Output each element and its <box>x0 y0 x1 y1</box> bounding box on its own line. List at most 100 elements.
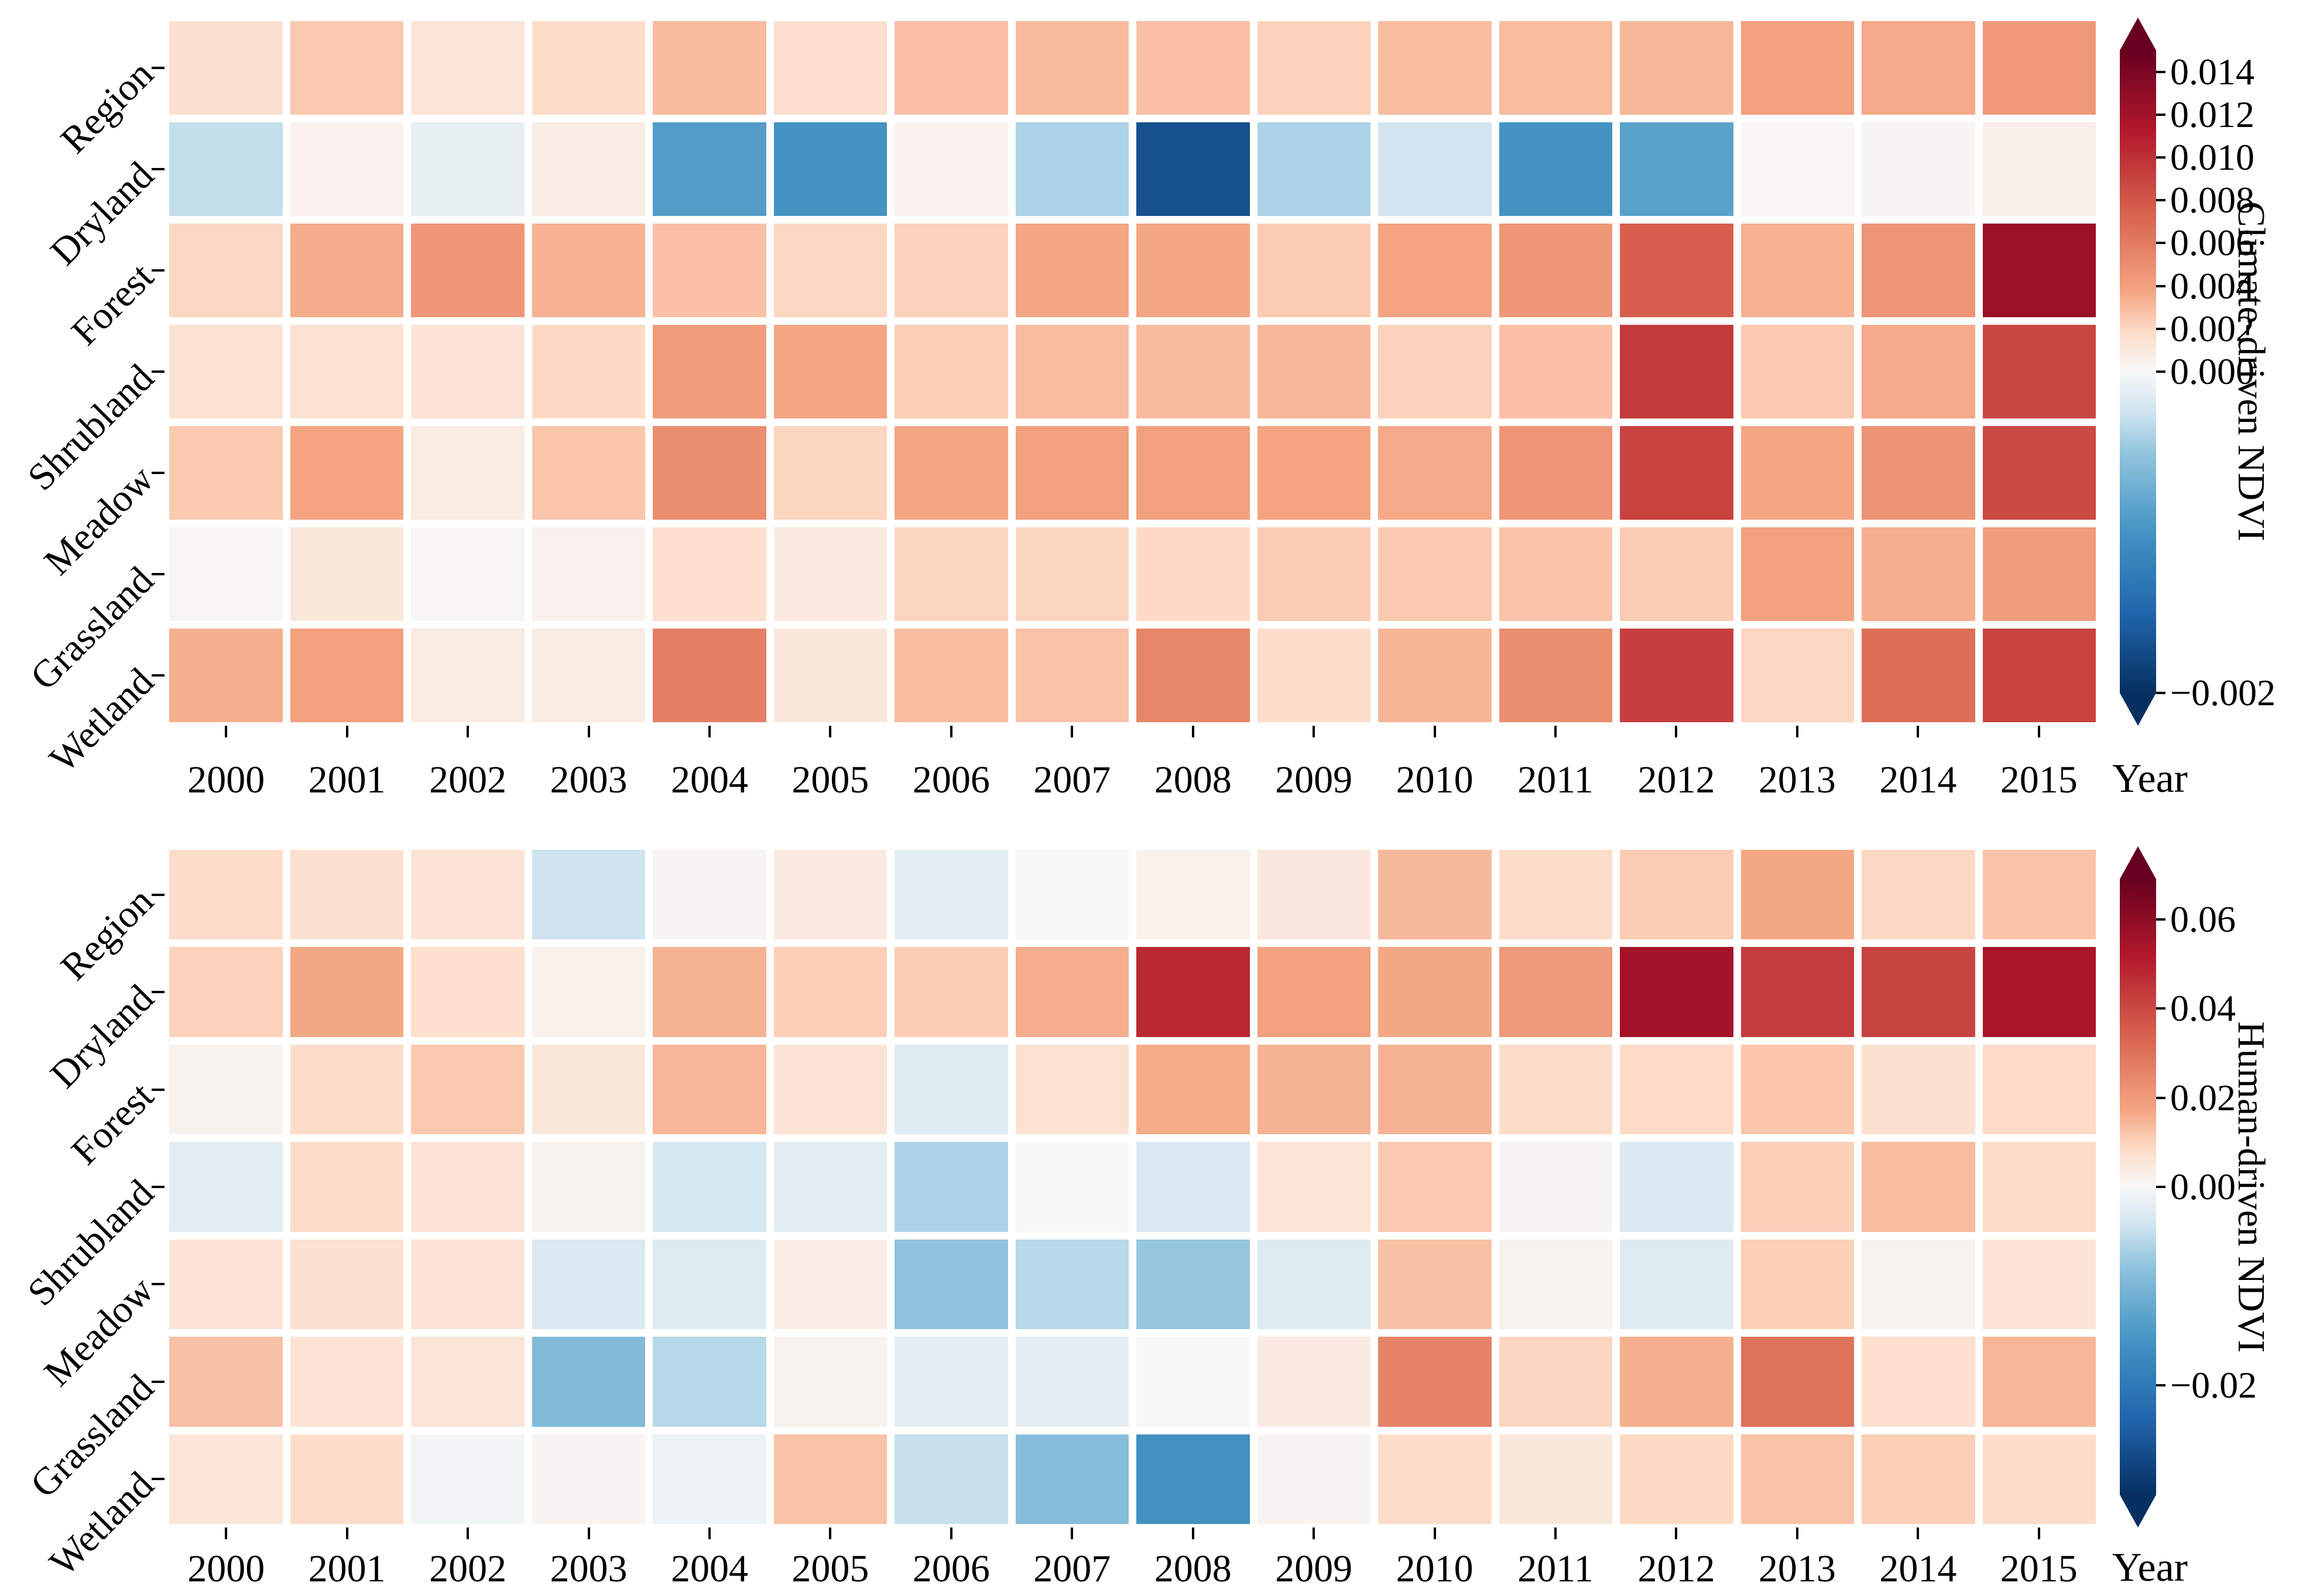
x-tick <box>1795 726 1798 737</box>
heatmap-cell <box>169 21 283 115</box>
heatmap-cell <box>411 1434 525 1524</box>
x-tick-label: 2014 <box>1879 758 1957 801</box>
heatmap-cell <box>290 426 403 520</box>
x-tick <box>467 726 470 737</box>
heatmap-cell <box>895 1044 1008 1135</box>
heatmap-cell <box>1620 850 1733 940</box>
heatmap-cell <box>1620 224 1733 317</box>
x-tick-label: 2010 <box>1396 1547 1474 1590</box>
heatmap-cell <box>169 224 283 317</box>
heatmap-cell <box>1136 629 1250 722</box>
heatmap-cell <box>290 629 403 722</box>
x-tick <box>1917 1528 1920 1539</box>
heatmap-cell <box>1378 850 1492 940</box>
x-tick-label: 2004 <box>670 758 748 801</box>
colorbar-tick-label: 0.010 <box>2170 136 2254 178</box>
heatmap-cell <box>1862 1337 1975 1427</box>
colorbar-tick-label: 0.02 <box>2170 1076 2236 1118</box>
heatmap-cell <box>532 325 645 418</box>
x-tick <box>587 1528 590 1539</box>
x-tick <box>1795 1528 1798 1539</box>
heatmap-cell <box>1740 1044 1854 1135</box>
heatmap-cell <box>1620 21 1733 115</box>
heatmap-cell <box>1620 527 1733 621</box>
colorbar-tick <box>2156 70 2165 73</box>
heatmap-cell <box>411 527 525 621</box>
x-tick-label: 2013 <box>1758 758 1836 801</box>
heatmap-cell <box>411 21 525 115</box>
x-tick-label: 2011 <box>1517 1547 1594 1590</box>
heatmap-cell <box>773 426 887 520</box>
x-tick-label: 2002 <box>429 1547 507 1590</box>
heatmap-cell <box>290 1239 403 1330</box>
x-tick <box>225 1528 228 1539</box>
heatmap-cell <box>169 1239 283 1330</box>
colorbar-tick <box>2156 1186 2165 1188</box>
heatmap-cell <box>1740 1239 1854 1330</box>
heatmap-cell <box>1015 527 1129 621</box>
y-tick <box>152 168 165 171</box>
heatmap-cell <box>1257 850 1370 940</box>
heatmap-cell <box>1862 1142 1975 1232</box>
heatmap-cell <box>169 1044 283 1135</box>
heatmap-cell <box>1862 224 1975 317</box>
heatmap-cell <box>411 1239 525 1330</box>
colorbar-tick <box>2156 113 2165 116</box>
heatmap-cell <box>1620 1044 1733 1135</box>
y-tick <box>152 1088 165 1091</box>
heatmap-cell <box>653 21 766 115</box>
heatmap-cell <box>1136 1044 1250 1135</box>
x-tick <box>1071 1528 1074 1539</box>
heatmap-cell <box>411 850 525 940</box>
heatmap-cell <box>653 1142 766 1232</box>
heatmap-cell <box>1862 850 1975 940</box>
heatmap-cell <box>653 1044 766 1135</box>
heatmap-cell <box>1378 1239 1492 1330</box>
heatmap-cell <box>1740 325 1854 418</box>
colorbar-arrow-up-icon <box>2120 846 2156 879</box>
heatmap-cell <box>1257 21 1370 115</box>
heatmap-cell <box>773 1434 887 1524</box>
heatmap-cell <box>1982 947 2096 1037</box>
x-tick <box>2037 1528 2040 1539</box>
colorbar-gradient <box>2120 50 2156 693</box>
colorbar-tick <box>2156 370 2165 373</box>
heatmap-cell <box>1499 21 1612 115</box>
heatmap-cell <box>1740 527 1854 621</box>
x-tick-label: 2009 <box>1275 1547 1353 1590</box>
heatmap-cell <box>895 1434 1008 1524</box>
colorbar-tick-label: 0.06 <box>2170 898 2236 940</box>
x-tick <box>708 1528 711 1539</box>
heatmap-cell <box>1982 21 2096 115</box>
x-tick <box>587 726 590 737</box>
heatmap-cell <box>895 629 1008 722</box>
heatmap-cell <box>1620 426 1733 520</box>
heatmap-cell <box>1499 1142 1612 1232</box>
heatmap-cell <box>1499 426 1612 520</box>
x-axis-title: Year <box>2112 756 2188 801</box>
heatmap-cell <box>411 224 525 317</box>
heatmap-cell <box>532 1434 645 1524</box>
heatmap-cell <box>1378 1337 1492 1427</box>
heatmap-cell <box>653 629 766 722</box>
heatmap-cell <box>1982 426 2096 520</box>
x-tick <box>1313 726 1315 737</box>
heatmap-cell <box>532 1044 645 1135</box>
heatmap-cell <box>1982 325 2096 418</box>
y-tick <box>152 269 165 272</box>
heatmap-cell <box>411 1142 525 1232</box>
heatmap-cell <box>1740 1434 1854 1524</box>
heatmap-cell <box>411 947 525 1037</box>
x-tick <box>1675 1528 1678 1539</box>
heatmap-cell <box>895 527 1008 621</box>
heatmap-cell <box>1620 1337 1733 1427</box>
heatmap-cell <box>895 426 1008 520</box>
x-tick-label: 2008 <box>1154 758 1232 801</box>
heatmap-cell <box>1620 325 1733 418</box>
heatmap-cell <box>1499 325 1612 418</box>
heatmap-cell <box>1378 629 1492 722</box>
heatmap-cell <box>169 1142 283 1232</box>
heatmap-cell <box>1620 947 1733 1037</box>
heatmap-cell <box>1982 122 2096 216</box>
heatmap-cell <box>773 629 887 722</box>
